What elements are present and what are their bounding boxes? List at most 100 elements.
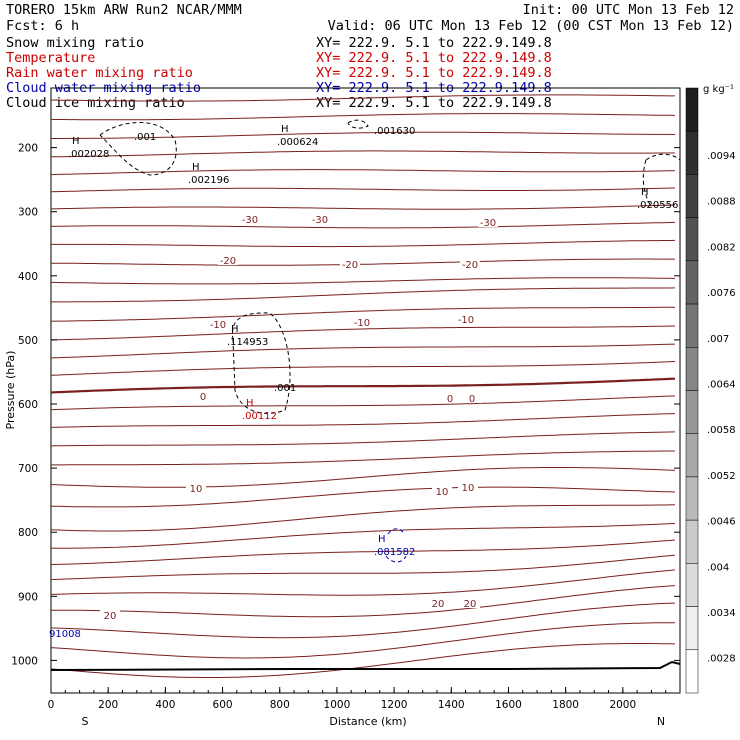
mixing-ratio-contour bbox=[387, 528, 405, 535]
high-marker: H bbox=[378, 534, 386, 545]
y-axis-label: Pressure (hPa) bbox=[4, 351, 17, 430]
y-tick-label: 300 bbox=[18, 207, 38, 219]
isotherm-line bbox=[51, 258, 675, 266]
colorbar-label: .0064 bbox=[707, 380, 736, 391]
colorbar-label: .0028 bbox=[707, 654, 736, 665]
colorbar-cell bbox=[685, 563, 699, 607]
isotherm-line bbox=[50, 113, 676, 121]
isotherm-label: 20 bbox=[464, 599, 477, 610]
isotherm-line bbox=[50, 361, 676, 376]
isotherm-line bbox=[50, 395, 676, 411]
mixing-ratio-contour bbox=[645, 153, 681, 161]
colorbar-cell bbox=[685, 174, 699, 218]
x-tick-label: 600 bbox=[213, 699, 233, 711]
y-tick-label: 500 bbox=[18, 335, 38, 347]
cloud-contours bbox=[99, 119, 681, 563]
mixing-ratio-value: .001 bbox=[274, 383, 296, 394]
x-end-left: S bbox=[82, 715, 89, 728]
x-tick-label: 1800 bbox=[552, 699, 579, 711]
mixing-ratio-value: .00112 bbox=[242, 411, 277, 422]
mixing-ratio-contour bbox=[642, 159, 651, 206]
high-marker: H bbox=[281, 124, 289, 135]
isotherm-label: -30 bbox=[312, 215, 328, 226]
colorbar-label: .0094 bbox=[707, 151, 736, 162]
isotherm-line bbox=[51, 585, 676, 618]
colorbar-cell bbox=[685, 606, 699, 651]
isotherm-line bbox=[51, 150, 676, 158]
isotherm-line bbox=[50, 306, 676, 322]
isotherm-label: -10 bbox=[354, 318, 370, 329]
x-tick-label: 200 bbox=[98, 699, 118, 711]
colorbar-label: .0046 bbox=[707, 517, 736, 528]
field-name: Temperature bbox=[6, 50, 95, 66]
high-marker: H bbox=[192, 162, 200, 173]
mixing-ratio-value: .000624 bbox=[277, 137, 318, 148]
isotherm-label: -10 bbox=[458, 315, 474, 326]
isotherm-line bbox=[51, 287, 676, 303]
field-xy: XY= 222.9. 5.1 to 222.9.149.8 bbox=[316, 65, 552, 81]
field-name: Cloud ice mixing ratio bbox=[6, 95, 185, 111]
field-xy: XY= 222.9. 5.1 to 222.9.149.8 bbox=[316, 50, 552, 66]
isotherm-label: -20 bbox=[342, 260, 358, 271]
isotherm-label: 10 bbox=[190, 484, 203, 495]
colorbar-label: .004 bbox=[707, 562, 729, 573]
high-marker: H bbox=[641, 187, 649, 198]
isotherm-line bbox=[50, 643, 676, 678]
isotherm-line bbox=[50, 431, 676, 447]
colorbar-cell bbox=[685, 476, 699, 521]
x-tick-label: 2000 bbox=[609, 699, 636, 711]
isotherm-line bbox=[50, 539, 676, 565]
isotherm-line bbox=[50, 221, 676, 229]
isotherm-line bbox=[50, 467, 676, 488]
colorbar-label: .007 bbox=[707, 334, 729, 345]
colorbar-cell bbox=[685, 303, 699, 348]
isotherm-line bbox=[50, 554, 676, 581]
field-xy: XY= 222.9. 5.1 to 222.9.149.8 bbox=[316, 35, 552, 51]
colorbar: g kg⁻¹ .0094 .0088 .0082 .0076 .007 .0064 .0058… bbox=[685, 84, 736, 694]
isotherm-line bbox=[50, 522, 676, 549]
isotherm-line bbox=[50, 377, 676, 394]
mixing-ratio-value: .002196 bbox=[188, 175, 229, 186]
mixing-ratio-value: .001630 bbox=[374, 126, 415, 137]
y-tick-label: 900 bbox=[18, 591, 38, 603]
mixing-ratio-value: .020556 bbox=[637, 200, 678, 211]
valid-time: Valid: 06 UTC Mon 13 Feb 12 (00 CST Mon … bbox=[328, 18, 734, 34]
field-name: Snow mixing ratio bbox=[6, 35, 144, 51]
title-left: TORERO 15km ARW Run2 NCAR/MMM bbox=[6, 2, 242, 18]
isotherm-label: 20 bbox=[104, 611, 117, 622]
y-tick-label: 800 bbox=[18, 527, 38, 539]
isotherm-line bbox=[50, 325, 676, 341]
colorbar-label: .0076 bbox=[707, 288, 736, 299]
isotherm-line bbox=[50, 569, 676, 596]
colorbar-cell bbox=[685, 519, 699, 564]
isotherm-line bbox=[50, 204, 676, 210]
colorbar-label: .0052 bbox=[707, 471, 736, 482]
colorbar-cell bbox=[685, 260, 699, 305]
isotherm-line bbox=[50, 413, 676, 428]
mixing-ratio-contour bbox=[385, 555, 407, 563]
isotherm-label: 20 bbox=[432, 599, 445, 610]
colorbar-cell bbox=[685, 130, 699, 175]
mixing-ratio-value: .001 bbox=[134, 132, 156, 143]
high-marker: H bbox=[231, 324, 239, 335]
isotherm-line bbox=[50, 187, 676, 193]
colorbar-cell bbox=[685, 217, 699, 262]
isotherm-label: -30 bbox=[480, 218, 496, 229]
isotherm-label: 10 bbox=[436, 487, 449, 498]
y-tick-label: 200 bbox=[18, 143, 38, 155]
isotherm-label: 10 bbox=[462, 483, 475, 494]
x-tick-label: 800 bbox=[270, 699, 290, 711]
x-tick-label: 0 bbox=[48, 699, 55, 711]
y-tick-label: 400 bbox=[18, 271, 38, 283]
init-time: Init: 00 UTC Mon 13 Feb 12 bbox=[523, 2, 734, 18]
isotherm-line bbox=[50, 277, 676, 285]
isotherm-line bbox=[50, 602, 676, 639]
isotherm-label: -10 bbox=[210, 320, 226, 331]
isotherm-label: 0 bbox=[200, 392, 206, 403]
x-tick-label: 1400 bbox=[438, 699, 465, 711]
isotherm-line bbox=[50, 343, 676, 359]
x-tick-label: 1000 bbox=[324, 699, 351, 711]
field-xy: XY= 222.9. 5.1 to 222.9.149.8 bbox=[316, 95, 552, 111]
colorbar-label: .0058 bbox=[707, 425, 736, 436]
